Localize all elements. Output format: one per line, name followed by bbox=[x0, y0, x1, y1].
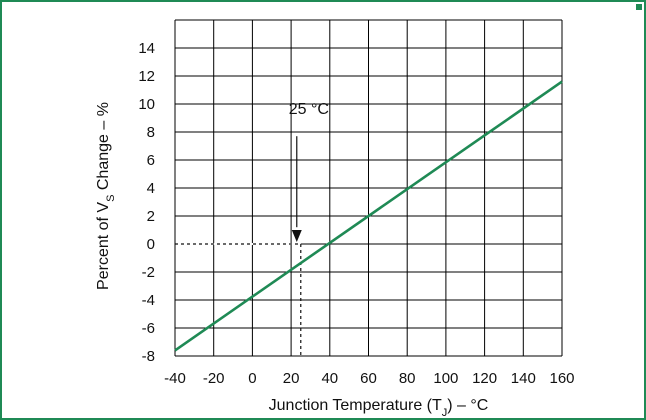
y-tick-label: 0 bbox=[147, 236, 155, 253]
x-axis-title-tail: ) – °C bbox=[447, 397, 488, 414]
y-tick-labels: -8 -6 -4 -2 0 2 4 6 8 10 12 14 bbox=[138, 40, 155, 365]
y-tick-label: -6 bbox=[142, 320, 155, 337]
grid bbox=[174, 19, 563, 357]
x-axis-title: Junction Temperature (TJ) – °C bbox=[269, 397, 489, 419]
series-line-0 bbox=[174, 80, 563, 352]
x-tick-label: 80 bbox=[399, 370, 416, 387]
y-tick-label: 2 bbox=[147, 208, 155, 225]
y-tick-label: -4 bbox=[142, 292, 155, 309]
annotation-25c: 25 °C bbox=[289, 101, 329, 242]
y-tick-label: 8 bbox=[147, 124, 155, 141]
annotation-arrow-head bbox=[291, 230, 302, 242]
x-tick-label: -40 bbox=[164, 370, 186, 387]
x-tick-label: 20 bbox=[283, 370, 300, 387]
y-tick-label: -8 bbox=[142, 348, 155, 365]
y-tick-label: 14 bbox=[138, 40, 155, 57]
x-tick-label: 100 bbox=[433, 370, 458, 387]
annotation-label: 25 °C bbox=[289, 101, 329, 118]
x-axis-title-sub: J bbox=[442, 407, 448, 419]
y-tick-label: 10 bbox=[138, 96, 155, 113]
series bbox=[174, 80, 563, 352]
x-axis-title-main: Junction Temperature (T bbox=[269, 397, 442, 414]
y-tick-label: 4 bbox=[147, 180, 155, 197]
frame-corner-mark bbox=[636, 4, 642, 10]
y-axis-title-main: Percent of V bbox=[95, 202, 112, 290]
y-axis-title: Percent of VS Change – % bbox=[95, 102, 117, 290]
y-tick-label: -2 bbox=[142, 264, 155, 281]
x-tick-label: 40 bbox=[321, 370, 338, 387]
y-axis-title-tail: Change – % bbox=[95, 102, 112, 195]
x-tick-labels: -40 -20 0 20 40 60 80 100 120 140 160 bbox=[164, 370, 574, 387]
x-tick-label: 60 bbox=[360, 370, 377, 387]
x-tick-label: 160 bbox=[549, 370, 574, 387]
x-tick-label: -20 bbox=[203, 370, 225, 387]
x-tick-label: 140 bbox=[511, 370, 536, 387]
x-tick-label: 0 bbox=[248, 370, 256, 387]
y-tick-label: 12 bbox=[138, 68, 155, 85]
x-tick-label: 120 bbox=[472, 370, 497, 387]
y-tick-label: 6 bbox=[147, 152, 155, 169]
y-axis-title-sub: S bbox=[105, 195, 117, 202]
